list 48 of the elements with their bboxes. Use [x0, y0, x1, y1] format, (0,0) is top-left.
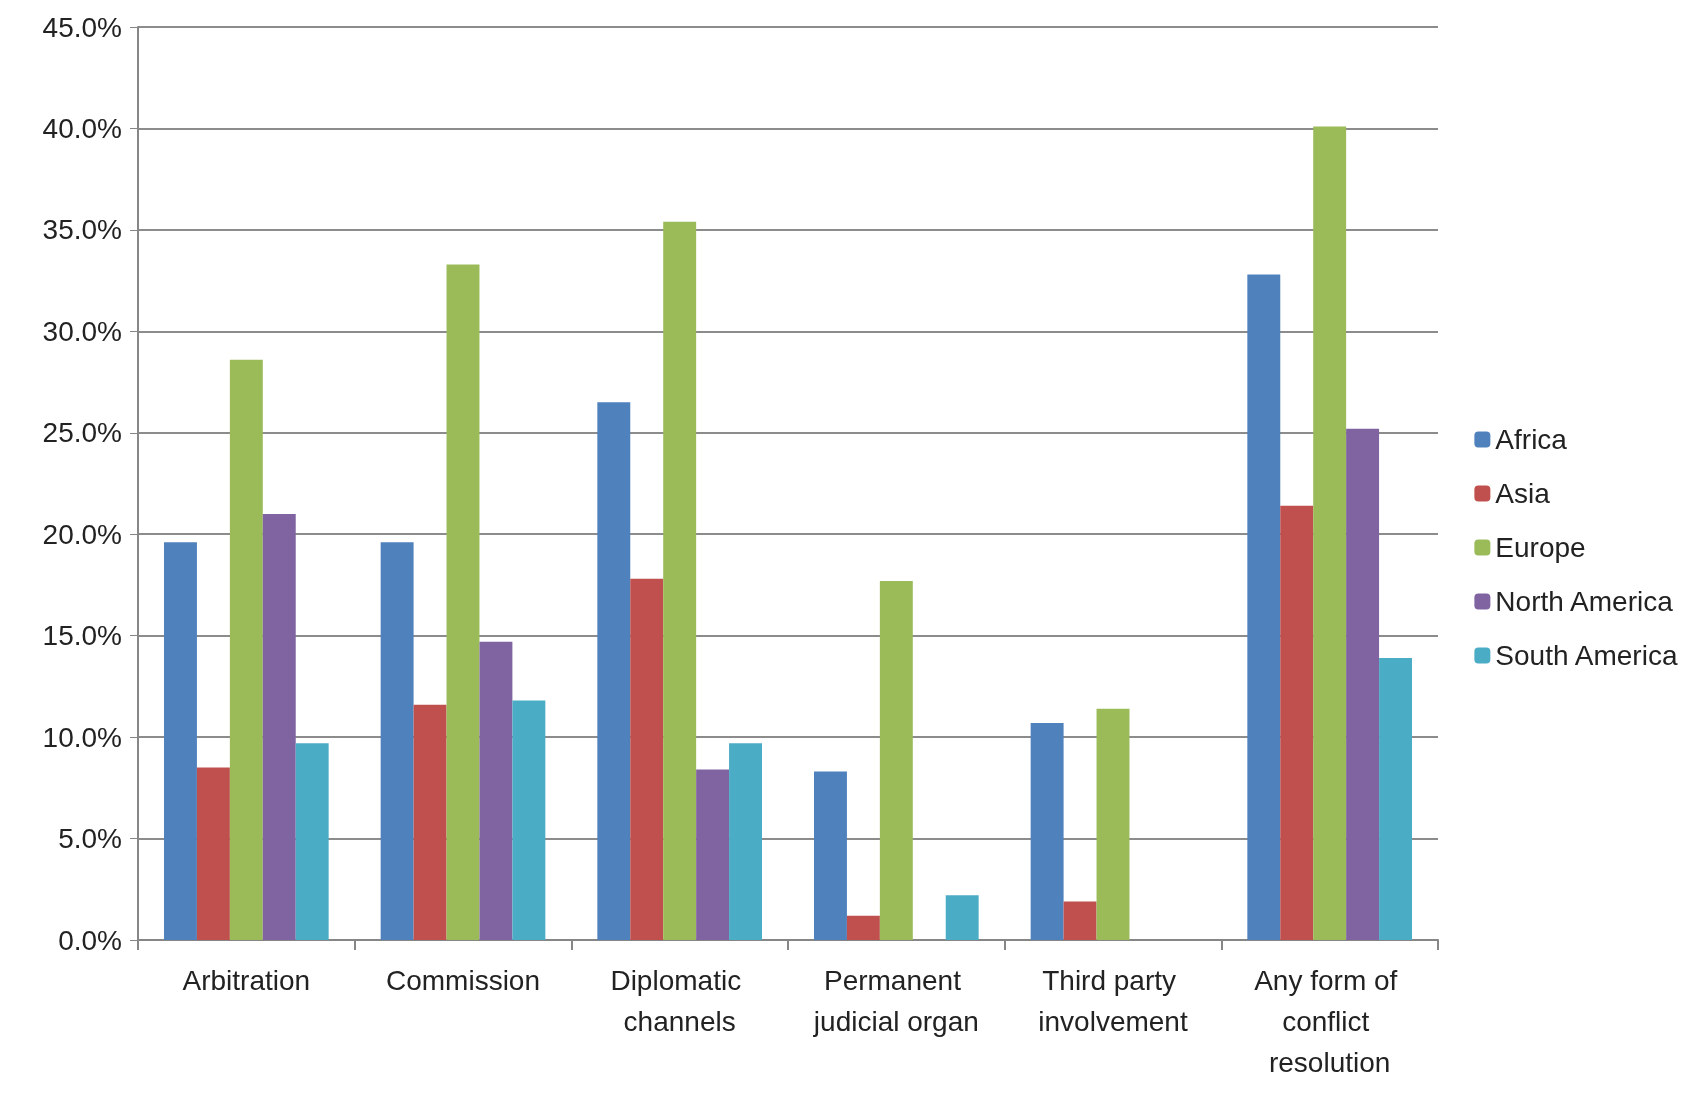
x-tick-label: Commission — [385, 965, 541, 996]
bar — [1247, 274, 1281, 940]
bar — [164, 542, 197, 940]
bar — [380, 542, 414, 940]
y-tick-label: 45.0% — [42, 11, 122, 43]
bar — [1346, 428, 1380, 940]
legend-label: Europe — [1495, 532, 1586, 563]
bar — [479, 641, 513, 940]
bar — [630, 578, 664, 940]
bar — [1096, 708, 1130, 940]
bar — [1063, 901, 1097, 940]
bar — [262, 513, 296, 940]
bar — [945, 895, 979, 940]
legend-label: Asia — [1495, 478, 1551, 509]
bar — [597, 402, 631, 940]
x-tick-label: Arbitration — [182, 965, 311, 996]
bar — [729, 743, 762, 940]
x-tick-label: Diplomatic channels — [610, 965, 749, 1037]
bar — [879, 580, 913, 940]
bar — [814, 771, 847, 940]
bar — [512, 700, 546, 940]
y-tick-label: 10.0% — [42, 721, 122, 753]
bar — [1379, 657, 1412, 940]
bar — [696, 769, 730, 940]
y-tick-label: 40.0% — [42, 112, 122, 144]
legend-label: Africa — [1495, 424, 1568, 455]
bar — [846, 915, 880, 940]
y-tick-label: 0.0% — [58, 924, 122, 956]
bar — [196, 767, 230, 940]
x-tick-label: Any form of conflict resolution — [1254, 965, 1406, 1078]
y-tick-label: 20.0% — [42, 518, 122, 550]
bar — [295, 743, 329, 940]
y-tick-label: 35.0% — [42, 214, 122, 246]
y-tick-label: 15.0% — [42, 620, 122, 652]
bar — [446, 264, 480, 940]
bar — [1280, 505, 1314, 940]
bar — [413, 704, 447, 940]
x-tick-label: Third party involvement — [1038, 965, 1188, 1037]
legend-label: North America — [1495, 586, 1674, 617]
y-tick-label: 30.0% — [42, 315, 122, 347]
bar — [1313, 126, 1347, 940]
bar — [663, 221, 697, 940]
y-tick-label: 5.0% — [58, 823, 122, 855]
bar — [229, 359, 263, 940]
x-tick-label: Permanent judicial organ — [812, 965, 979, 1037]
y-tick-label: 25.0% — [42, 417, 122, 449]
bar — [1030, 722, 1064, 940]
legend-label: South America — [1495, 640, 1678, 671]
